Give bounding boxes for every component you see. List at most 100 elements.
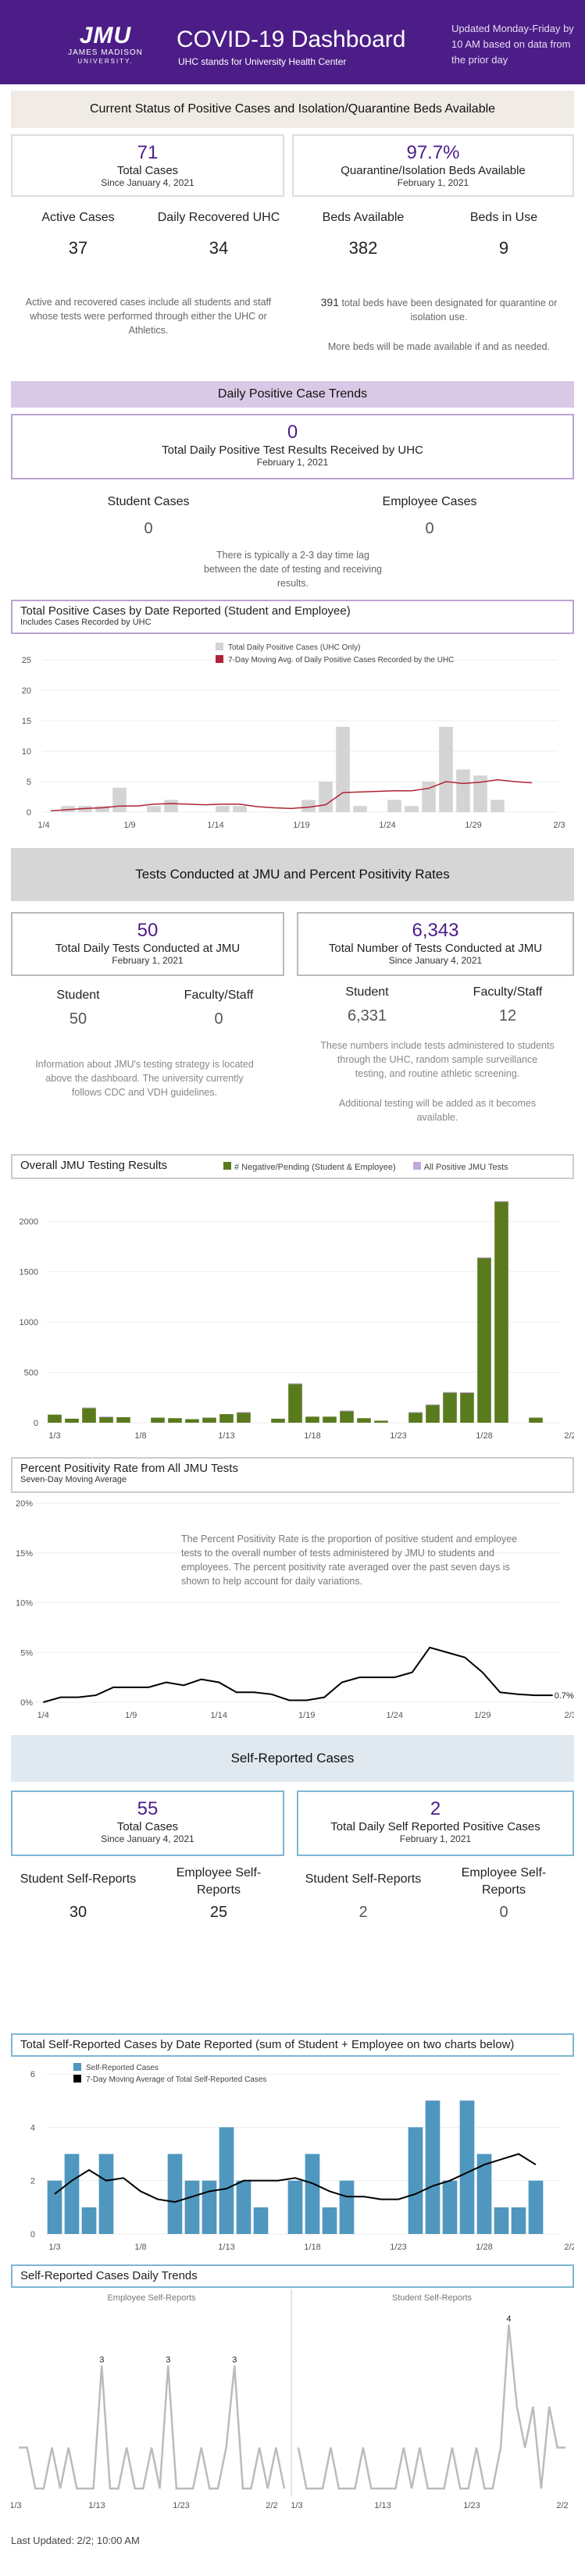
bar [305, 1416, 319, 1423]
page-subtitle: UHC stands for University Health Center [178, 56, 347, 67]
x-tick-label: 1/14 [211, 1711, 227, 1720]
beds-pct-date: February 1, 2021 [397, 177, 469, 188]
positive-cases-chart: 0 5 10 15 20 25 1/4 1/9 1/14 1/19 1/24 1/29 2/3 Total… [22, 643, 565, 830]
positive-bar [99, 1416, 113, 1418]
x-tick-label: 1/28 [476, 2243, 492, 2252]
y-tick-label: 5 [27, 778, 31, 787]
tests-student-total: 6,331 [347, 1007, 387, 1024]
bar [112, 787, 127, 812]
bar [456, 769, 470, 812]
y-tick-label: 25 [22, 656, 31, 665]
bar [202, 1417, 216, 1423]
x-tick-label: 1/29 [465, 821, 481, 830]
bar [494, 2207, 509, 2234]
y-tick-label: 0 [34, 1419, 38, 1428]
y-tick-label: 0 [27, 808, 31, 818]
bar [271, 1418, 285, 1423]
moving-average-line [54, 2153, 537, 2204]
beds-pct-value: 97.7% [406, 142, 460, 163]
x-tick-label: 1/8 [134, 1431, 146, 1441]
bar [233, 806, 247, 812]
chart3-subtitle: Seven-Day Moving Average [20, 1475, 127, 1484]
tests-student-label: Student [56, 989, 100, 1002]
x-tick-label: 1/13 [88, 2501, 105, 2510]
bar [511, 2207, 526, 2234]
peak-label: 4 [506, 2314, 511, 2324]
x-tick-label: 1/19 [293, 821, 309, 830]
bar [340, 1410, 354, 1423]
selfrep-daily-label: Total Daily Self Reported Positive Cases [330, 1820, 540, 1833]
chart5-title-box: Self-Reported Cases Daily Trends [11, 2264, 574, 2288]
x-tick-label: 1/18 [304, 2243, 320, 2252]
bar [476, 2154, 492, 2234]
beds-pct-card: 97.7% Quarantine/Isolation Beds Availabl… [292, 134, 574, 197]
daily-date: February 1, 2021 [256, 457, 329, 468]
tests-right-note2: Additional testing will be added as it b… [338, 1098, 537, 1123]
update-note: Updated Monday-Friday by 10 AM based on … [451, 23, 574, 66]
bar [47, 2180, 62, 2234]
x-tick-label: 2/2 [556, 2501, 568, 2510]
tests-faculty-daily: 0 [214, 1010, 223, 1028]
recovered-label: Daily Recovered UHC [157, 211, 280, 224]
panel-title: Employee Self-Reports [107, 2293, 196, 2303]
x-tick-label: 1/28 [476, 1431, 492, 1441]
x-tick-label: 1/23 [390, 2243, 406, 2252]
legend-label-bars: Self-Reported Cases [86, 2064, 159, 2072]
bar [305, 2154, 320, 2234]
tests-student-total-label: Student [345, 985, 389, 999]
bar [236, 2180, 251, 2234]
page-title: COVID-19 Dashboard [177, 27, 406, 52]
bar [374, 1420, 388, 1423]
bar [287, 2180, 303, 2234]
selfrep-student-total: 30 [69, 1904, 87, 1921]
x-tick-label: 1/13 [374, 2501, 391, 2510]
y-tick-label: 500 [24, 1369, 38, 1378]
x-tick-label: 1/24 [379, 821, 395, 830]
bar [151, 1417, 165, 1423]
y-tick-label: 1000 [20, 1318, 38, 1327]
total-tests-card: 6,343 Total Number of Tests Conducted at… [297, 912, 574, 976]
x-tick-label: 1/4 [37, 821, 49, 830]
beds-in-use-label: Beds in Use [469, 211, 538, 224]
trend-line [19, 2365, 286, 2490]
peak-label: 3 [99, 2356, 104, 2365]
bar [253, 2207, 269, 2234]
x-tick-label: 1/3 [11, 2501, 22, 2510]
chart4-title: Total Self-Reported Cases by Date Report… [20, 2038, 515, 2051]
bar [64, 2154, 80, 2234]
bar [48, 1414, 62, 1423]
x-tick-label: 1/23 [463, 2501, 480, 2510]
x-tick-label: 2/2 [564, 2243, 574, 2252]
bar [387, 800, 401, 812]
bar [301, 800, 316, 812]
x-tick-label: 1/9 [123, 821, 135, 830]
beds-available-label: Beds Available [322, 211, 405, 224]
daily-title-text: Daily Positive Case Trends [217, 387, 368, 401]
status-title-text: Current Status of Positive Cases and Iso… [89, 102, 496, 116]
y-tick-label: 2000 [20, 1217, 38, 1227]
moving-average-line [50, 779, 533, 812]
x-tick-label: 1/3 [48, 1431, 60, 1441]
daily-tests-card: 50 Total Daily Tests Conducted at JMU Fe… [11, 912, 284, 976]
x-tick-label: 2/2 [266, 2501, 277, 2510]
chart2-title: Overall JMU Testing Results [20, 1159, 168, 1172]
legend-swatch-bars [216, 643, 223, 650]
bar [460, 1392, 474, 1423]
page-header: JMU JAMES MADISON UNIVERSITY. COVID-19 D… [0, 0, 585, 84]
x-tick-label: 1/13 [218, 2243, 234, 2252]
tests-left-note: Information about JMU's testing strategy… [35, 1059, 254, 1098]
selfrep-total-since: Since January 4, 2021 [101, 1833, 194, 1844]
legend-label-bars: Total Daily Positive Cases (UHC Only) [228, 643, 361, 652]
bar [288, 1383, 302, 1423]
last-value-label: 0.7% [555, 1691, 574, 1701]
y-tick-label: 1500 [20, 1268, 38, 1277]
bar [184, 2180, 200, 2234]
total-tests-value: 6,343 [412, 920, 459, 941]
selfrep-daily-card: 2 Total Daily Self Reported Positive Cas… [297, 1790, 574, 1856]
bar [65, 1418, 79, 1423]
y-tick-label: 6 [30, 2070, 35, 2079]
daily-label: Total Daily Positive Test Results Receiv… [162, 444, 423, 457]
bar [494, 1201, 508, 1423]
selfrep-employee-daily: 0 [499, 1904, 508, 1921]
positive-bar [426, 1404, 440, 1406]
